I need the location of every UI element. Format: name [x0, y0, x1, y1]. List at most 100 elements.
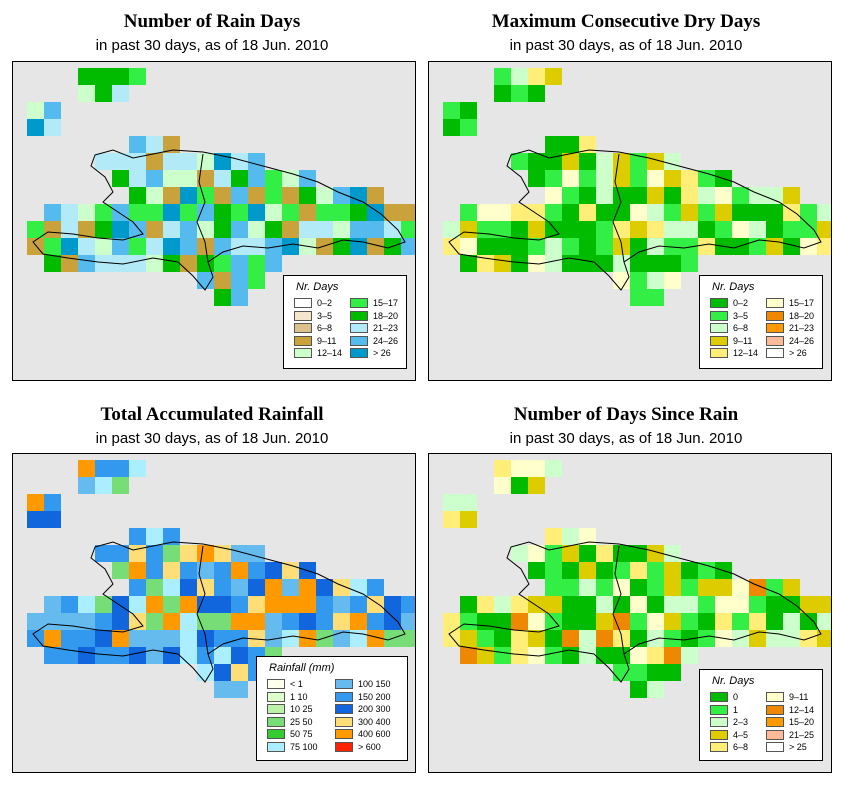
grid-cell	[248, 579, 265, 596]
legend-label: 18–20	[373, 310, 399, 321]
legend-title: Rainfall (mm)	[269, 662, 335, 674]
map-canvas-dry-days	[443, 68, 831, 306]
grid-cell	[180, 562, 197, 579]
grid-cell	[579, 238, 596, 255]
legend-label: 9–11	[317, 335, 337, 346]
grid-cell	[112, 545, 129, 562]
grid-cell	[95, 255, 112, 272]
grid-cell	[494, 647, 511, 664]
grid-cell	[460, 630, 477, 647]
grid-cell	[511, 204, 528, 221]
legend-label: 15–17	[373, 298, 399, 308]
grid-cell	[112, 238, 129, 255]
grid-cell	[579, 596, 596, 613]
grid-cell	[214, 664, 231, 681]
grid-cell	[248, 221, 265, 238]
grid-cell	[316, 187, 333, 204]
legend-swatch	[766, 717, 784, 727]
grid-cell	[681, 204, 698, 221]
legend-item: 3–5	[294, 310, 332, 321]
grid-cell	[698, 204, 715, 221]
grid-cell	[545, 545, 562, 562]
grid-cell	[443, 511, 460, 528]
grid-cell	[265, 596, 282, 613]
legend-label: 6–8	[733, 742, 749, 752]
grid-cell	[698, 579, 715, 596]
grid-cell	[443, 613, 460, 630]
map-rainfall: Rainfall (mm) < 1 1 10 10 25 25 50 50 75 75 1…	[12, 453, 416, 773]
grid-cell	[647, 562, 664, 579]
grid-cell	[613, 255, 630, 272]
grid-cell	[698, 221, 715, 238]
grid-cell	[61, 596, 78, 613]
grid-cell	[630, 221, 647, 238]
country-border	[612, 153, 625, 263]
grid-cell	[44, 613, 61, 630]
grid-cell	[511, 238, 528, 255]
grid-cell	[163, 630, 180, 647]
grid-cell	[460, 255, 477, 272]
legend-swatch	[335, 741, 353, 752]
grid-cell	[146, 545, 163, 562]
grid-cell	[44, 596, 61, 613]
grid-cell	[333, 596, 350, 613]
grid-cell	[44, 221, 61, 238]
grid-cell	[511, 647, 528, 664]
grid-cell	[248, 255, 265, 272]
grid-cell	[146, 579, 163, 596]
legend-item: 400 600	[335, 729, 391, 739]
grid-cell	[579, 221, 596, 238]
grid-cell	[112, 153, 129, 170]
legend-item: 21–23	[766, 323, 814, 333]
legend-label: 4–5	[733, 729, 749, 740]
grid-cell	[800, 221, 817, 238]
legend-rainfall: Rainfall (mm) < 1 1 10 10 25 25 50 50 75 75 1…	[256, 656, 408, 761]
grid-cell	[282, 562, 299, 579]
grid-cell	[630, 596, 647, 613]
legend-swatch	[710, 717, 728, 727]
grid-cell	[664, 153, 681, 170]
legend-swatch	[710, 348, 728, 358]
grid-cell	[545, 562, 562, 579]
grid-cell	[146, 221, 163, 238]
grid-cell	[732, 187, 749, 204]
grid-cell	[61, 630, 78, 647]
grid-cell	[613, 664, 630, 681]
grid-cell	[528, 153, 545, 170]
grid-cell	[596, 562, 613, 579]
grid-cell	[112, 596, 129, 613]
grid-cell	[146, 153, 163, 170]
grid-cell	[715, 596, 732, 613]
grid-cell	[61, 238, 78, 255]
grid-cell	[384, 221, 401, 238]
grid-cell	[350, 187, 367, 204]
grid-cell	[78, 85, 95, 102]
grid-cell	[27, 613, 44, 630]
grid-cell	[647, 613, 664, 630]
grid-cell	[129, 460, 146, 477]
grid-cell	[95, 85, 112, 102]
grid-cell	[511, 85, 528, 102]
panel-title-rainfall: Total Accumulated Rainfall	[100, 404, 324, 425]
legend-label: 18–20	[789, 310, 815, 321]
grid-cell	[511, 460, 528, 477]
grid-cell	[664, 221, 681, 238]
legend-label: 150 200	[358, 691, 391, 702]
legend-label: 25 50	[290, 716, 313, 727]
legend-swatch	[294, 348, 312, 358]
grid-cell	[197, 596, 214, 613]
grid-cell	[401, 596, 415, 613]
grid-cell	[579, 204, 596, 221]
grid-cell	[265, 255, 282, 272]
grid-cell	[265, 204, 282, 221]
grid-cell	[766, 613, 783, 630]
grid-cell	[698, 170, 715, 187]
grid-cell	[664, 613, 681, 630]
grid-cell	[163, 545, 180, 562]
grid-cell	[460, 119, 477, 136]
legend-dry-days: Nr. Days 0–2 3–5 6–8 9–11 12–14 15–17 18–20 21–…	[699, 275, 823, 369]
grid-cell	[664, 596, 681, 613]
grid-cell	[214, 289, 231, 306]
grid-cell	[197, 579, 214, 596]
legend-label: 15–20	[789, 717, 815, 727]
